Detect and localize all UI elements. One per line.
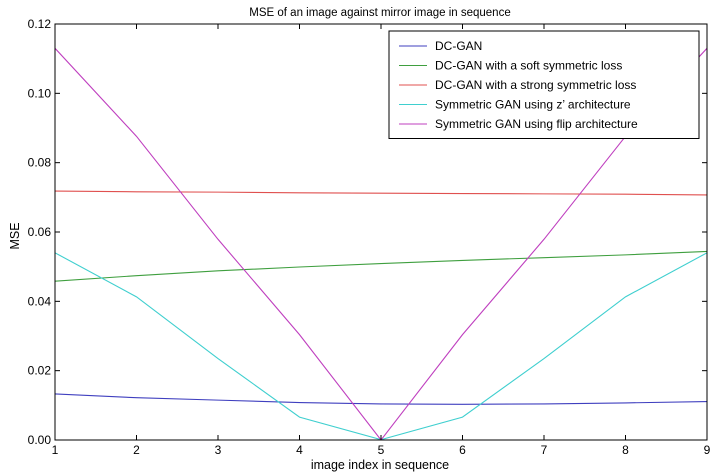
x-tick-label: 5 xyxy=(378,443,385,457)
y-tick-label: 0.06 xyxy=(28,225,52,239)
y-tick-label: 0.12 xyxy=(28,17,52,31)
x-tick-label: 1 xyxy=(52,443,59,457)
y-tick-label: 0.04 xyxy=(28,294,52,308)
series-lines xyxy=(55,47,707,440)
series-line-2 xyxy=(55,250,707,282)
legend-label-5: Symmetric GAN using flip architecture xyxy=(435,117,638,131)
y-tick-label: 0.00 xyxy=(28,433,52,447)
x-tick-label: 2 xyxy=(133,443,140,457)
series-line-4 xyxy=(55,252,707,440)
x-tick-label: 4 xyxy=(296,443,303,457)
legend: DC-GAN DC-GAN with a soft symmetric loss D… xyxy=(388,30,700,139)
x-tick-label: 3 xyxy=(215,443,222,457)
y-tick-label: 0.08 xyxy=(28,156,52,170)
y-tick-label: 0.10 xyxy=(28,86,52,100)
y-axis-label: MSE xyxy=(8,222,22,249)
legend-label-2: DC-GAN with a soft symmetric loss xyxy=(435,59,622,73)
chart-title: MSE of an image against mirror image in … xyxy=(249,7,510,19)
plot-area: 1 2 3 4 5 6 7 8 9 0.00 0.02 0.04 0.06 0.08 0.10 0.12 xyxy=(28,17,711,457)
x-tick-label: 7 xyxy=(541,443,548,457)
x-axis-label: image index in sequence xyxy=(311,458,449,472)
y-tick-label: 0.02 xyxy=(28,364,52,378)
legend-label-1: DC-GAN xyxy=(435,39,482,53)
legend-label-3: DC-GAN with a strong symmetric loss xyxy=(435,78,636,92)
x-tick-label: 9 xyxy=(704,443,711,457)
x-tick-label: 8 xyxy=(622,443,629,457)
x-tick-label: 6 xyxy=(459,443,466,457)
series-line-1 xyxy=(55,393,707,405)
series-line-5 xyxy=(55,47,707,440)
series-line-3 xyxy=(55,190,707,196)
legend-label-4: Symmetric GAN using z’ architecture xyxy=(435,98,631,112)
legend-box xyxy=(388,30,700,139)
